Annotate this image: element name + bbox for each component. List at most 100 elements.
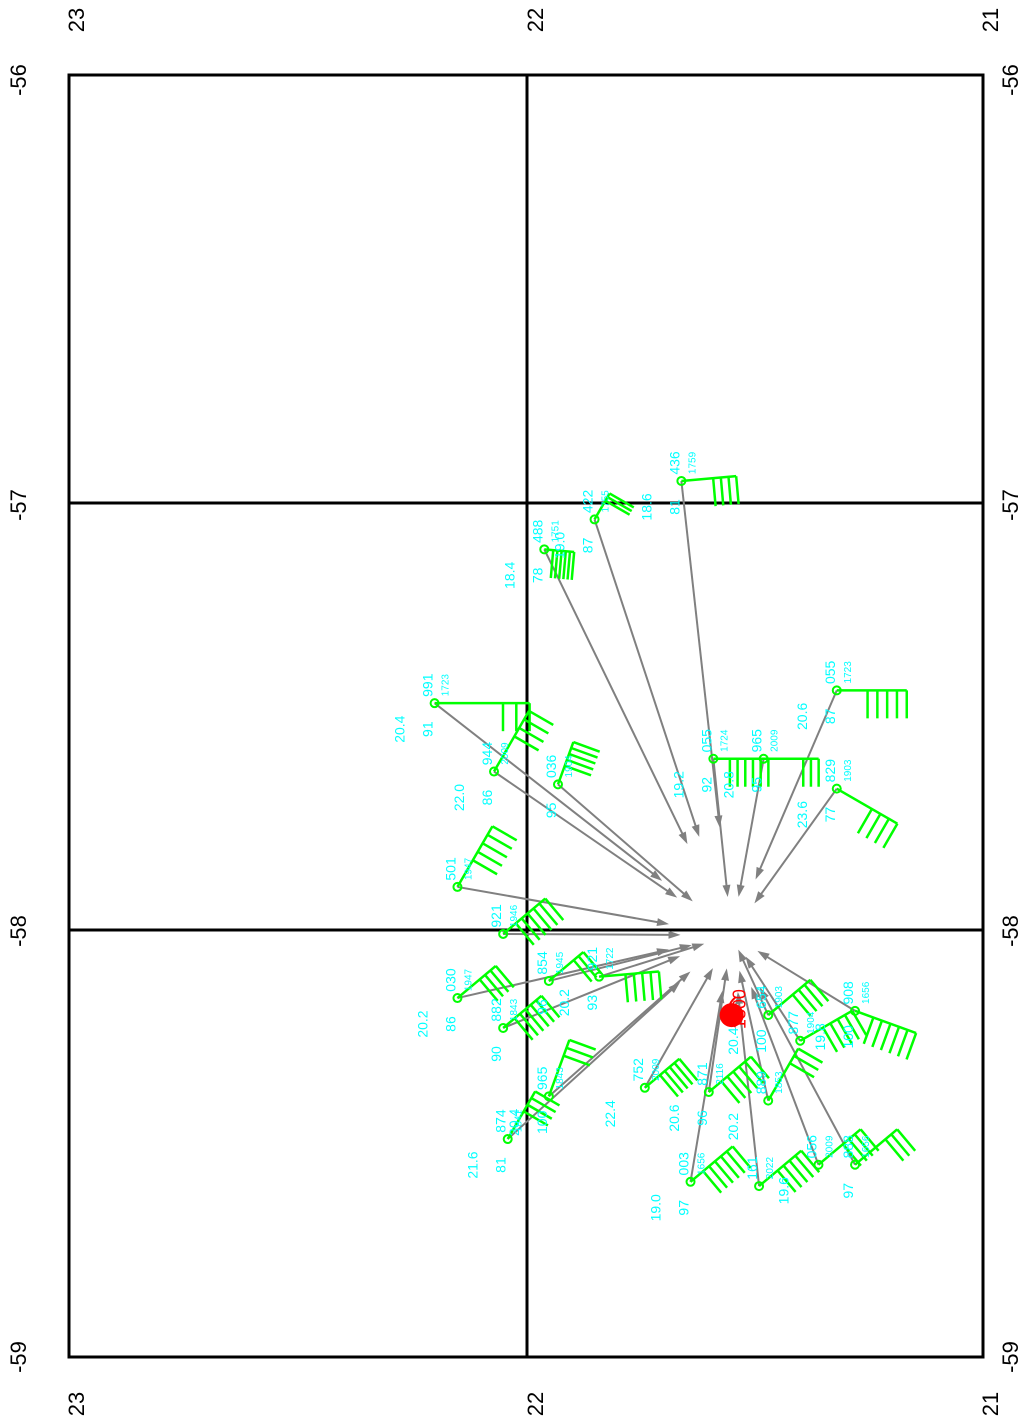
track-arrowhead [738, 970, 746, 984]
track-line [643, 972, 711, 1089]
station-pressure-label: 871 [694, 1062, 710, 1086]
station-temperature-label: 20.4 [725, 1027, 741, 1054]
track-line [548, 974, 687, 1098]
station-time-label: 1751 [550, 520, 561, 543]
lat-label-right-59: -59 [998, 1341, 1023, 1373]
station-humidity-label: 86 [442, 1016, 458, 1032]
station-humidity-label: 87 [580, 537, 596, 553]
station-pressure-label: 161 [744, 1156, 760, 1180]
track-arrowhead [650, 870, 663, 881]
wind-barb [456, 964, 515, 1002]
station-marker [763, 1095, 774, 1106]
station-pressure-label: 055 [698, 729, 714, 753]
station-pressure-label: 829 [822, 759, 838, 783]
track-line [593, 519, 699, 832]
station-marker [703, 1087, 714, 1098]
lon-label-bottom-21: 21 [978, 1392, 1003, 1416]
station-pressure-label: 991 [420, 673, 436, 697]
wind-barb [707, 1055, 770, 1104]
station-temperature-label: 21.6 [465, 1151, 481, 1178]
wind-barb [506, 1090, 561, 1140]
wind-barb [763, 757, 820, 787]
track-arrowhead [735, 991, 744, 1005]
wind-barb [556, 740, 601, 785]
station-temperature-label: 19.2 [670, 771, 686, 798]
track-arrowhead [721, 968, 730, 981]
station-temperature-label: 19.0 [648, 1194, 664, 1221]
track-arrowhead [751, 986, 760, 1000]
station-pressure-label: 488 [529, 519, 545, 543]
track-arrowhead [754, 891, 765, 904]
station-humidity-label: 100 [534, 1110, 550, 1134]
lon-label-bottom-23: 23 [64, 1392, 89, 1416]
wind-barb [434, 701, 531, 732]
station-time-label: 1843 [555, 1067, 566, 1090]
track-arrowhead [738, 949, 747, 963]
track-line [752, 992, 820, 1166]
track-line [493, 770, 673, 896]
station-pressure-label: 003 [676, 1152, 692, 1176]
station-marker [429, 698, 440, 709]
station-humidity-label: 97 [840, 1183, 856, 1199]
wind-barb [599, 970, 663, 1003]
lat-label-left-58: -58 [6, 915, 31, 947]
track-arrowhead [665, 887, 678, 898]
lon-label-top-22: 22 [523, 8, 548, 32]
station-marker [831, 685, 842, 696]
station-time-label: 1656 [697, 1152, 708, 1175]
station-time-label: 2009 [770, 729, 781, 752]
station-pressure-label: 030 [442, 968, 458, 992]
storm-swirl-icon [728, 996, 737, 1018]
wind-barb [767, 1047, 824, 1102]
track-arrowhead [755, 866, 764, 880]
station-marker [589, 514, 600, 525]
station-humidity-label: 95 [543, 802, 559, 818]
track-arrowhead [736, 884, 745, 897]
station-marker [594, 971, 605, 982]
track-arrowhead [681, 890, 693, 902]
station-pressure-label: 921 [584, 947, 600, 971]
station-marker [489, 766, 500, 777]
station-layer: 991 1723 20.4 91 944 2009 22.0 86 036 1904 95 488 17… [392, 451, 872, 1221]
lat-label-right-56: -56 [998, 64, 1023, 96]
track-arrowhead [668, 930, 681, 939]
station-humidity-label: 95 [749, 777, 765, 793]
track-layer [433, 480, 856, 1187]
station-marker [543, 1091, 554, 1102]
station-time-label: 1723 [843, 661, 854, 684]
station-marker [754, 1181, 765, 1192]
wind-barb [689, 1145, 752, 1194]
wind-barb [836, 787, 899, 849]
station-humidity-label: 90 [488, 1046, 504, 1062]
track-line [507, 985, 677, 1140]
storm-time-label: 1800 [730, 989, 750, 1029]
station-humidity-label: 87 [822, 708, 838, 724]
station-humidity-label: 96 [534, 999, 550, 1015]
wind-barb [547, 1038, 597, 1097]
station-humidity-label: 78 [529, 567, 545, 583]
station-temperature-label: 20.6 [666, 1104, 682, 1131]
barb-layer [434, 474, 918, 1194]
track-arrowhead [745, 956, 756, 969]
track-line [739, 954, 770, 1016]
station-pressure-label: 965 [749, 729, 765, 753]
wind-barb [767, 978, 830, 1017]
station-time-label: 1903 [843, 759, 854, 782]
station-marker [552, 779, 563, 790]
station-time-label: 1656 [861, 981, 872, 1004]
station-temperature-label: 18.6 [638, 493, 654, 520]
station-humidity-label: 86 [479, 790, 495, 806]
lat-label-left-59: -59 [6, 1341, 31, 1373]
station-temperature-label: 19.6 [775, 1177, 791, 1204]
station-marker [850, 1005, 861, 1016]
track-line [457, 949, 664, 1000]
station-marker [498, 1022, 509, 1033]
station-marker [543, 975, 554, 986]
track-line [680, 480, 721, 822]
track-arrowhead [703, 968, 713, 981]
lon-label-top-23: 23 [64, 8, 89, 32]
station-time-label: 1903 [774, 986, 785, 1009]
station-time-label: 1947 [463, 968, 474, 991]
station-temperature-label: 20.2 [414, 1010, 430, 1037]
station-humidity-label: 96 [694, 1110, 710, 1126]
